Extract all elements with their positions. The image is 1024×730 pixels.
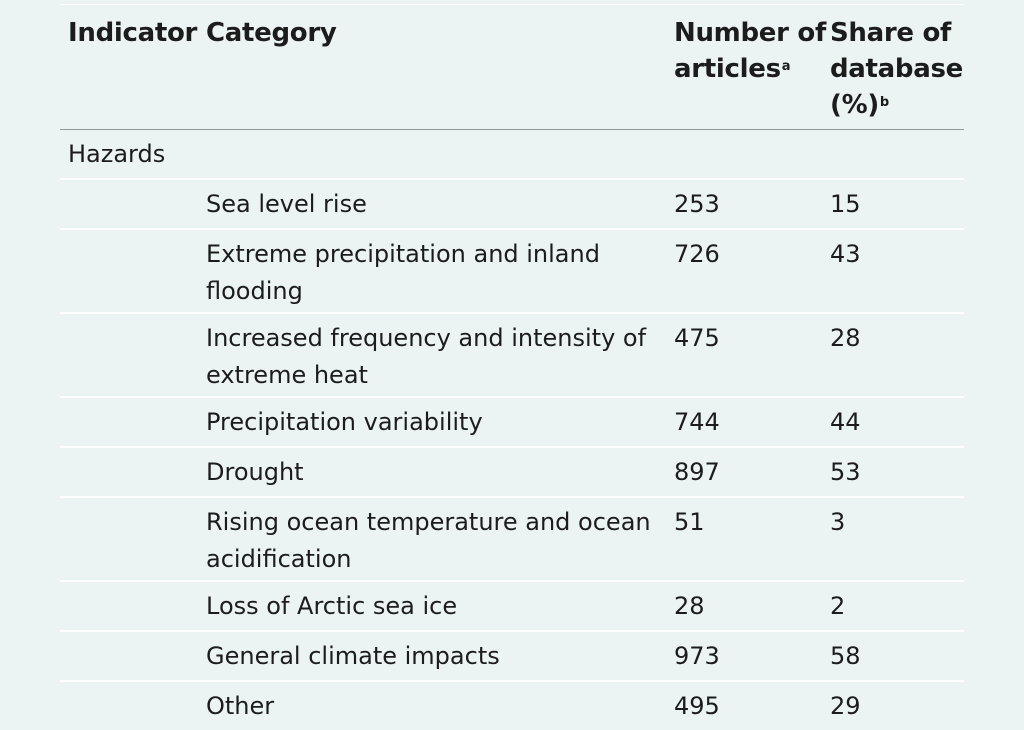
number-of-articles-cell: 475: [674, 324, 720, 352]
category-cell: General climate impacts: [206, 638, 656, 675]
table-body: Sea level rise 253 15 Extreme precipitation…: [60, 180, 964, 730]
share-of-database-cell: 58: [830, 642, 861, 670]
header-share-footnote: b: [879, 95, 889, 110]
category-line1: Other: [206, 692, 275, 720]
category-cell: Drought: [206, 454, 656, 491]
table-row: Precipitation variability 744 44: [60, 398, 964, 448]
category-line2: acidification: [206, 545, 352, 573]
number-of-articles-cell: 51: [674, 508, 705, 536]
header-indicator: Indicator: [68, 15, 197, 51]
number-of-articles-cell: 744: [674, 408, 720, 436]
number-of-articles-cell: 28: [674, 592, 705, 620]
header-number-of-articles: Number of articlesa: [674, 15, 826, 87]
number-of-articles-cell: 253: [674, 190, 720, 218]
share-of-database-cell: 2: [830, 592, 846, 620]
table-row: Sea level rise 253 15: [60, 180, 964, 230]
category-cell: Precipitation variability: [206, 404, 656, 441]
category-line1: Increased frequency and intensity of: [206, 324, 647, 352]
category-cell: Extreme precipitation and inland flooding: [206, 236, 656, 310]
section-label: Hazards: [68, 140, 166, 168]
header-share-line3: (%): [830, 90, 879, 120]
number-of-articles-cell: 726: [674, 240, 720, 268]
category-line1: Rising ocean temperature and ocean: [206, 508, 651, 536]
table-row: Rising ocean temperature and ocean acidif…: [60, 498, 964, 582]
category-cell: Sea level rise: [206, 186, 656, 223]
share-of-database-cell: 53: [830, 458, 861, 486]
number-of-articles-cell: 897: [674, 458, 720, 486]
category-line1: Precipitation variability: [206, 408, 483, 436]
section-row-hazards: Hazards: [60, 130, 964, 180]
category-line1: Drought: [206, 458, 304, 486]
category-cell: Rising ocean temperature and ocean acidif…: [206, 504, 656, 578]
table-row: Increased frequency and intensity of extr…: [60, 314, 964, 398]
header-category: Category: [206, 15, 337, 51]
category-line1: Loss of Arctic sea ice: [206, 592, 458, 620]
number-of-articles-cell: 495: [674, 692, 720, 720]
header-share-line2: database: [830, 54, 963, 84]
category-cell: Other: [206, 688, 656, 725]
category-cell: Loss of Arctic sea ice: [206, 588, 656, 625]
table-row: General climate impacts 973 58: [60, 632, 964, 682]
category-line1: Extreme precipitation and inland: [206, 240, 600, 268]
header-share-of-database: Share of database (%)b: [830, 15, 963, 123]
header-number-line2: articles: [674, 54, 781, 84]
share-of-database-cell: 15: [830, 190, 861, 218]
header-number-line1: Number of: [674, 18, 826, 48]
table-header: Indicator Category Number of articlesa S…: [60, 5, 964, 130]
table-row: Drought 897 53: [60, 448, 964, 498]
share-of-database-cell: 28: [830, 324, 861, 352]
number-of-articles-cell: 973: [674, 642, 720, 670]
top-rule: [60, 4, 964, 5]
table-row: Loss of Arctic sea ice 28 2: [60, 582, 964, 632]
table-row: Other 495 29: [60, 682, 964, 730]
category-line1: General climate impacts: [206, 642, 500, 670]
header-category-label: Category: [206, 18, 337, 48]
share-of-database-cell: 3: [830, 508, 846, 536]
table-row: Extreme precipitation and inland flooding…: [60, 230, 964, 314]
header-indicator-label: Indicator: [68, 18, 198, 48]
hazards-table: Indicator Category Number of articlesa S…: [60, 4, 964, 730]
category-line1: Sea level rise: [206, 190, 367, 218]
category-cell: Increased frequency and intensity of extr…: [206, 320, 656, 394]
share-of-database-cell: 44: [830, 408, 861, 436]
header-share-line1: Share of: [830, 18, 952, 48]
share-of-database-cell: 43: [830, 240, 861, 268]
header-number-footnote: a: [781, 59, 791, 74]
category-line2: flooding: [206, 277, 303, 305]
category-line2: extreme heat: [206, 361, 368, 389]
share-of-database-cell: 29: [830, 692, 861, 720]
